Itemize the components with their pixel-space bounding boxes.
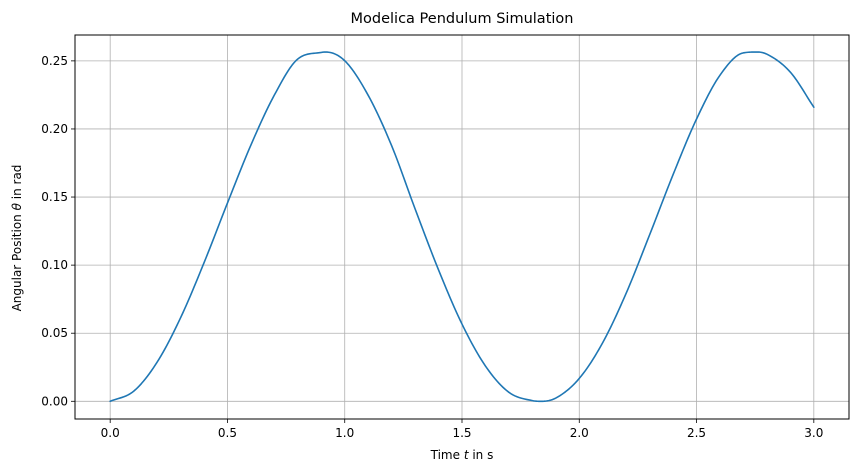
y-axis-label: Angular Position θ in rad [10,165,24,312]
y-tick-label: 0.05 [41,326,68,340]
y-tick-label: 0.00 [41,394,68,408]
y-tick-label: 0.20 [41,122,68,136]
series-line-theta [109,51,815,403]
x-tick-label: 3.0 [804,426,823,440]
x-tick-label: 0.5 [218,426,237,440]
x-tick-label: 2.0 [570,426,589,440]
x-tick-label: 2.5 [687,426,706,440]
grid-lines [75,35,849,419]
x-tick-label: 1.5 [452,426,471,440]
x-axis-label: Time t in s [430,448,494,462]
y-tick-label: 0.10 [41,258,68,272]
chart-title: Modelica Pendulum Simulation [351,11,574,27]
y-tick-label: 0.15 [41,190,68,204]
y-tick-label: 0.25 [41,54,68,68]
x-tick-label: 1.0 [335,426,354,440]
axis-ticks: 0.0 0.5 1.0 1.5 2.0 2.5 3.0 0.00 0.05 0.10 0.15 0.2… [41,54,823,440]
x-tick-label: 0.0 [101,426,120,440]
